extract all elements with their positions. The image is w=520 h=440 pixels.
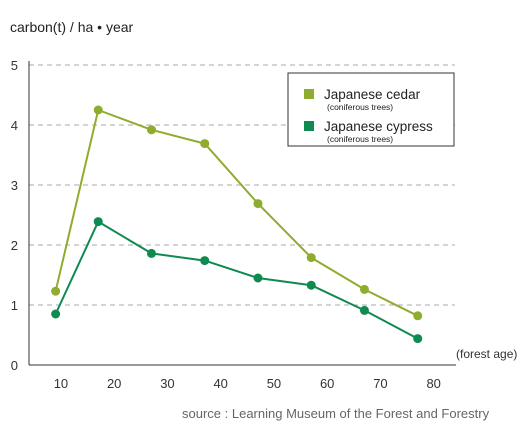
data-point — [413, 334, 423, 344]
data-point — [93, 217, 103, 227]
x-tick-label: 70 — [373, 376, 387, 391]
data-point — [146, 125, 156, 135]
legend-label-cypress: Japanese cypress — [324, 119, 433, 134]
legend-note-cypress: (coniferous trees) — [327, 134, 393, 144]
x-tick-labels: 10 20 30 40 50 60 70 80 — [54, 376, 441, 391]
y-axis-label: carbon(t) / ha • year — [10, 19, 134, 35]
x-tick-label: 80 — [426, 376, 440, 391]
data-point — [51, 309, 61, 319]
x-tick-label: 40 — [213, 376, 227, 391]
series-line-0 — [54, 109, 419, 317]
data-point — [306, 280, 316, 290]
y-tick-labels: 0 1 2 3 4 5 — [11, 58, 18, 373]
y-tick-label: 2 — [11, 238, 18, 253]
x-tick-label: 30 — [160, 376, 174, 391]
legend-swatch-cypress — [304, 121, 314, 131]
data-point — [253, 273, 263, 283]
series-group — [51, 105, 423, 344]
y-tick-label: 0 — [11, 358, 18, 373]
x-tick-label: 50 — [267, 376, 281, 391]
x-tick-label: 60 — [320, 376, 334, 391]
legend-swatch-cedar — [304, 89, 314, 99]
data-point — [306, 253, 316, 263]
y-tick-label: 3 — [11, 178, 18, 193]
legend-note-cedar: (coniferous trees) — [327, 102, 393, 112]
data-point — [146, 248, 156, 258]
axes — [28, 61, 456, 366]
data-point — [200, 256, 210, 266]
legend-box — [287, 72, 455, 147]
data-point — [51, 286, 61, 296]
data-point — [413, 311, 423, 321]
y-tick-label: 4 — [11, 118, 18, 133]
data-point — [253, 199, 263, 209]
legend-label-cedar: Japanese cedar — [324, 87, 421, 102]
x-tick-label: 10 — [54, 376, 68, 391]
y-tick-label: 1 — [11, 298, 18, 313]
series-line-1 — [54, 220, 419, 340]
data-point — [93, 105, 103, 115]
data-point — [359, 284, 369, 294]
x-tick-label: 20 — [107, 376, 121, 391]
legend: Japanese cedar (coniferous trees) Japane… — [287, 72, 455, 147]
y-tick-label: 5 — [11, 58, 18, 73]
data-point — [359, 305, 369, 315]
x-axis-label: (forest age) — [456, 347, 517, 361]
data-point — [200, 139, 210, 149]
source-note: source : Learning Museum of the Forest a… — [182, 406, 490, 421]
